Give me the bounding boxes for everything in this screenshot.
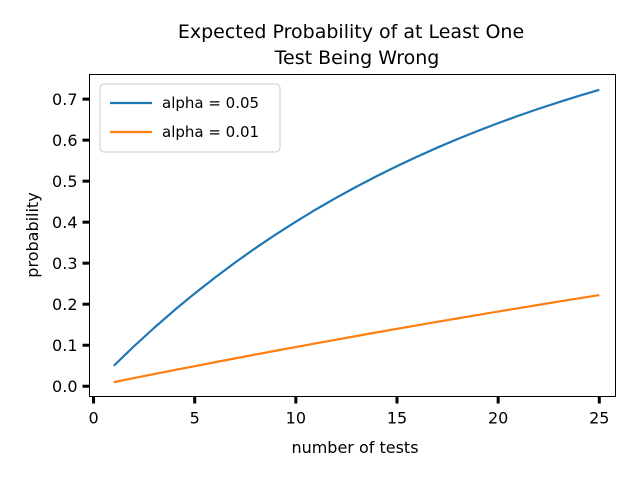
plot-area: 0 5 10 15 20 25 0.0 0.1 0.2 0.3 0.4 0.5 0.6 0.7 [52,88,609,428]
y-tick-label: 0.4 [52,213,77,232]
series-line-2 [113,294,600,384]
x-tick-label: 20 [488,409,508,428]
plot-frame [89,74,616,397]
chart-title-line-1: Expected Probability of at Least One [178,21,524,43]
x-axis-label: number of tests [291,438,418,457]
legend-label-2: alpha = 0.01 [162,123,259,141]
x-tick-label: 25 [589,409,609,428]
y-tick-label: 0.2 [52,295,77,314]
x-tick-label: 15 [387,409,407,428]
chart-title-line-2: Test Being Wrong [274,47,440,69]
x-tick-label: 5 [190,409,200,428]
series-line-1 [113,88,600,367]
y-tick-label: 0.7 [52,90,77,109]
y-tick-label: 0.1 [52,336,77,355]
y-tick-label: 0.0 [52,377,77,396]
y-tick-label: 0.3 [52,254,77,273]
y-tick-label: 0.5 [52,172,77,191]
y-axis-label: probability [23,192,42,277]
y-tick-label: 0.6 [52,131,77,150]
legend-box [99,83,281,153]
legend: alpha = 0.05 alpha = 0.01 [99,83,281,153]
legend-label-1: alpha = 0.05 [162,94,259,112]
x-tick-label: 0 [88,409,98,428]
x-tick-label: 10 [286,409,306,428]
